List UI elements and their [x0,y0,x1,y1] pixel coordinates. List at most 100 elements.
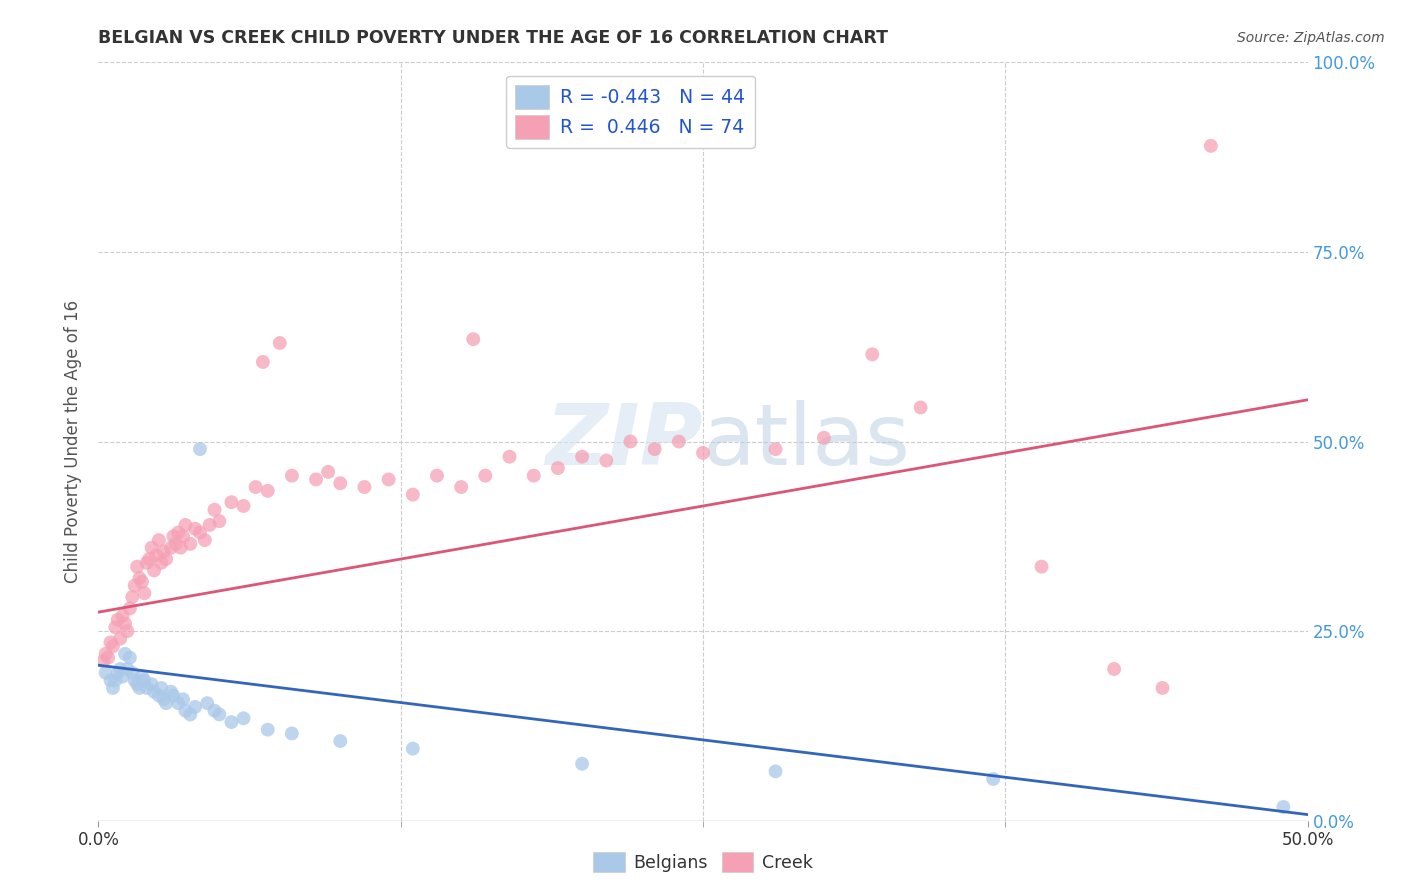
Point [108,632,131,646]
Legend: R = -0.443   N = 44, R =  0.446   N = 74: R = -0.443 N = 44, R = 0.446 N = 74 [506,76,755,148]
Point [131,669,153,683]
Point [188,442,211,457]
Point [619,434,641,449]
Point [135,556,157,570]
Point [150,681,173,695]
Point [94,647,117,661]
Point [134,586,156,600]
Point [571,756,593,771]
Y-axis label: Child Poverty Under the Age of 16: Child Poverty Under the Age of 16 [65,300,83,583]
Point [135,681,157,695]
Point [463,332,485,346]
Point [165,537,187,551]
Point [377,473,399,487]
Point [128,681,150,695]
Point [245,480,267,494]
Point [162,689,184,703]
Point [221,495,243,509]
Point [269,335,291,350]
Point [195,696,218,710]
Point [134,673,156,688]
Point [141,541,163,555]
Point [252,355,274,369]
Point [981,772,1004,786]
Point [498,450,520,464]
Point [571,450,593,464]
Point [208,707,231,722]
Point [208,514,231,528]
Point [184,699,207,714]
Point [184,522,207,536]
Point [281,726,304,740]
Point [305,473,328,487]
Point [765,442,787,457]
Point [1031,559,1053,574]
Point [97,650,120,665]
Point [148,533,170,548]
Point [426,468,449,483]
Point [108,662,131,676]
Point [148,689,170,703]
Point [114,647,136,661]
Point [910,401,932,415]
Text: atlas: atlas [703,400,911,483]
Point [127,677,149,691]
Point [174,517,197,532]
Point [100,635,122,649]
Point [118,650,141,665]
Point [143,564,166,578]
Point [155,696,177,710]
Point [167,696,190,710]
Point [117,662,139,676]
Point [91,655,114,669]
Point [329,476,352,491]
Point [668,434,690,449]
Point [104,673,127,688]
Point [198,517,221,532]
Point [172,529,194,543]
Point [474,468,496,483]
Point [167,525,190,540]
Point [174,704,197,718]
Point [547,461,569,475]
Point [141,677,163,691]
Point [169,541,191,555]
Point [128,571,150,585]
Point [101,681,124,695]
Point [256,723,278,737]
Point [232,499,254,513]
Point [143,685,166,699]
Point [204,503,226,517]
Point [316,465,339,479]
Point [121,590,143,604]
Point [152,544,174,558]
Point [160,541,183,555]
Point [124,673,146,688]
Point [150,556,173,570]
Point [692,446,714,460]
Point [221,715,243,730]
Point [111,669,134,683]
Point [402,487,425,501]
Point [160,685,183,699]
Point [124,579,146,593]
Point [644,442,666,457]
Point [204,704,226,718]
Point [232,711,254,725]
Point [256,483,278,498]
Point [114,616,136,631]
Point [118,601,141,615]
Point [172,692,194,706]
Point [281,468,304,483]
Point [94,665,117,680]
Point [595,453,617,467]
Point [860,347,883,361]
Point [813,431,835,445]
Point [152,692,174,706]
Text: BELGIAN VS CREEK CHILD POVERTY UNDER THE AGE OF 16 CORRELATION CHART: BELGIAN VS CREEK CHILD POVERTY UNDER THE… [98,29,889,47]
Point [179,707,201,722]
Point [1102,662,1125,676]
Point [353,480,375,494]
Point [162,529,184,543]
Point [127,559,149,574]
